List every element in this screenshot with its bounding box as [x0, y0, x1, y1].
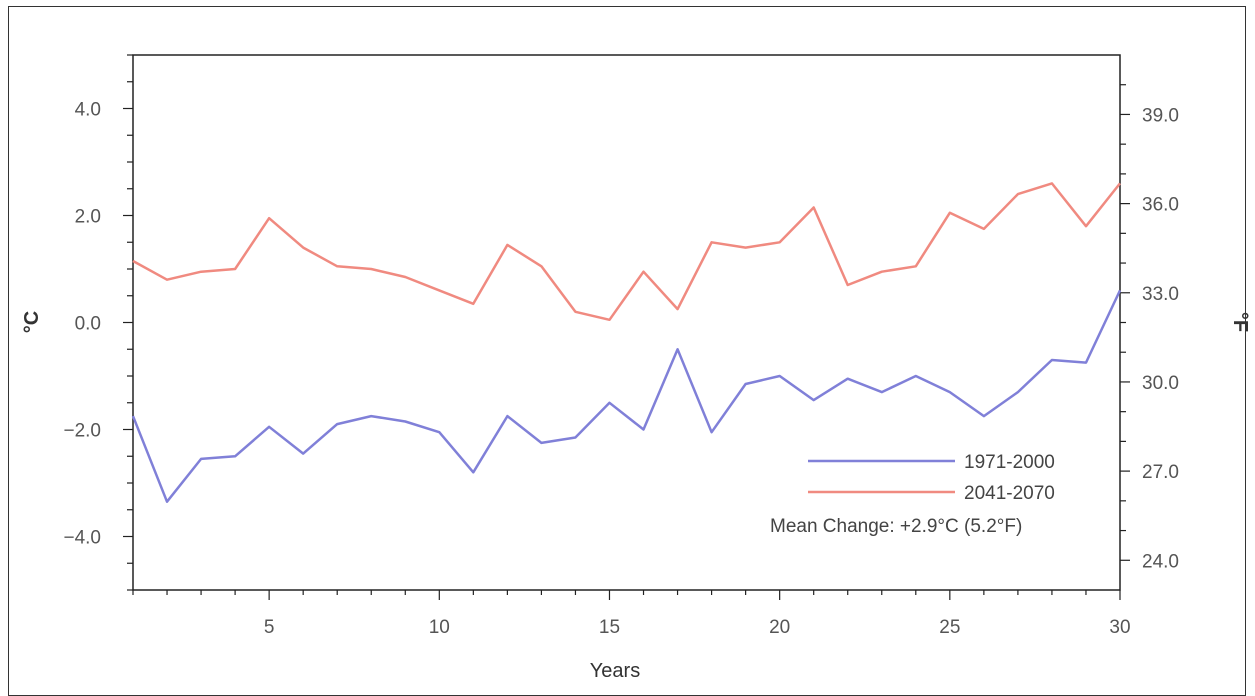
right-tick-label: 27.0 [1142, 462, 1179, 483]
right-y-axis: 24.0 27.0 30.0 33.0 36.0 39.0 [1120, 84, 1179, 572]
right-tick-label: 24.0 [1142, 551, 1179, 572]
x-tick-label: 20 [769, 617, 790, 638]
left-tick-label: −4.0 [63, 528, 101, 549]
x-tick-label: 25 [939, 617, 960, 638]
x-tick-label: 15 [599, 617, 620, 638]
mean-change-annotation: Mean Change: +2.9°C (5.2°F) [770, 516, 1022, 537]
series-layer [131, 182, 1122, 503]
plot-area [132, 54, 1121, 591]
left-tick-label: 4.0 [75, 100, 101, 121]
x-axis: 5 10 15 20 25 30 [132, 590, 1131, 638]
left-y-axis: −4.0 −2.0 0.0 2.0 4.0 [63, 54, 133, 591]
left-tick-label: 0.0 [75, 314, 101, 335]
series-line-2041-2070 [132, 182, 1121, 322]
legend-label-1971-2000: 1971-2000 [964, 452, 1055, 473]
right-tick-label: 33.0 [1142, 284, 1179, 305]
x-tick-label: 5 [264, 617, 275, 638]
left-tick-label: −2.0 [63, 421, 101, 442]
x-tick-label: 30 [1109, 617, 1130, 638]
x-axis-title: Years [590, 660, 640, 682]
right-tick-label: 36.0 [1142, 195, 1179, 216]
y-axis-title-left: °C [21, 311, 43, 333]
y-axis-title-right: °F [1229, 312, 1251, 332]
right-tick-label: 30.0 [1142, 373, 1179, 394]
series-line-1971-2000 [131, 289, 1122, 503]
x-tick-label: 10 [429, 617, 450, 638]
legend: 1971-2000 2041-2070 Mean Change: +2.9°C … [770, 452, 1055, 537]
legend-label-2041-2070: 2041-2070 [964, 483, 1055, 504]
right-tick-label: 39.0 [1142, 105, 1179, 126]
left-tick-label: 2.0 [75, 207, 101, 228]
